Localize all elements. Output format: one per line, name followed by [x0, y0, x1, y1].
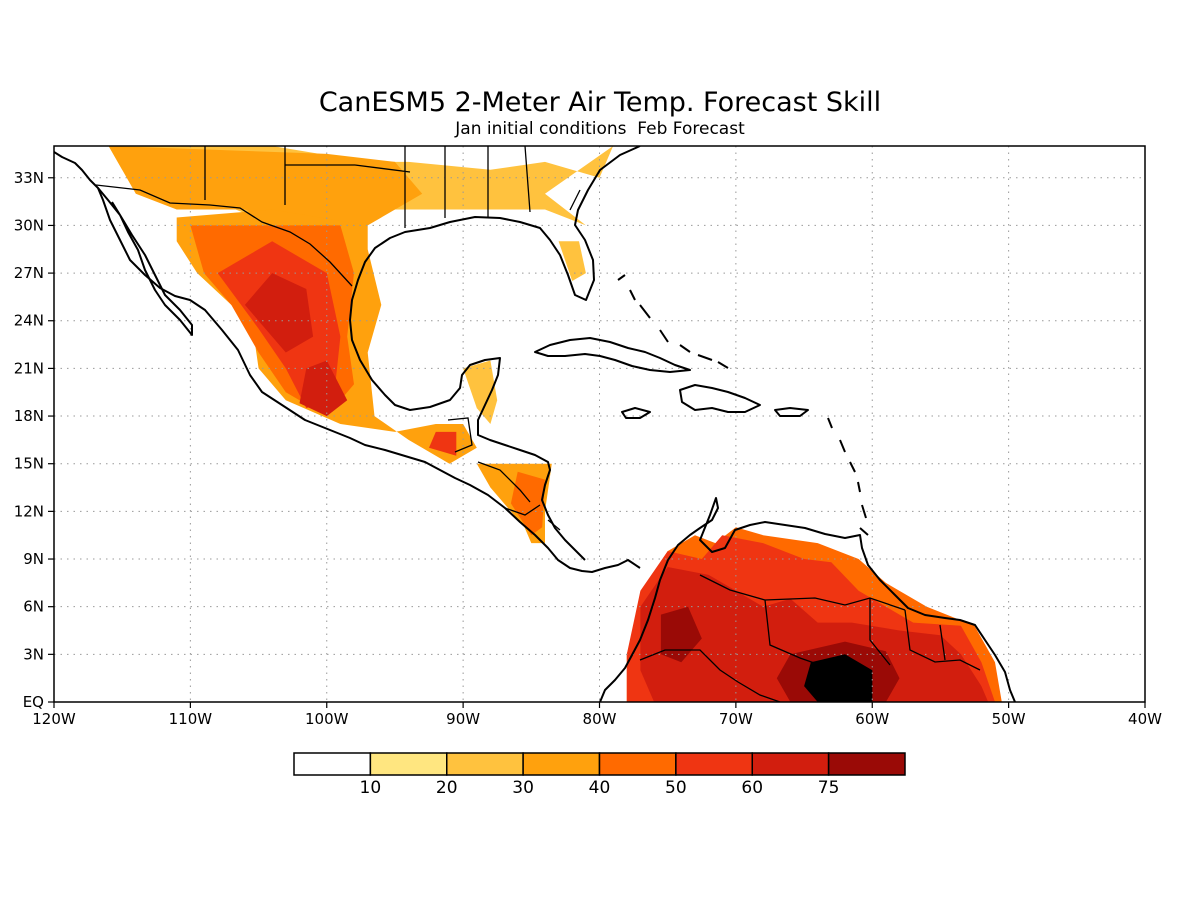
y-tick-label: 12N [14, 502, 44, 520]
map-subtitle: Jan initial conditions Feb Forecast [454, 119, 745, 139]
axis-ticks: 120W 110W 100W 90W 80W 70W 60W 50W 40W EQ 3N 6N 9N 12… [14, 169, 1162, 728]
coastline-baja [97, 187, 193, 336]
skill-region-13 [299, 360, 348, 417]
x-tick-label: 100W [305, 710, 349, 728]
border-central-america [447, 417, 561, 531]
y-tick-label: 24N [14, 312, 44, 330]
border-south-america [639, 574, 981, 702]
skill-region-17 [804, 654, 873, 702]
y-tick-label: 30N [14, 216, 44, 234]
coastline-cuba [534, 337, 691, 373]
skill-region-14 [640, 567, 989, 702]
plot-area [54, 146, 1145, 702]
x-tick-label: 120W [32, 710, 76, 728]
y-tick-label: 18N [14, 407, 44, 425]
y-tick-label: 21N [14, 359, 44, 377]
skill-region-7 [510, 471, 545, 536]
coastlines [54, 146, 1016, 702]
colorbar-label: 10 [360, 778, 382, 798]
map-title: CanESM5 2-Meter Air Temp. Forecast Skill [319, 87, 881, 118]
y-tick-label: 27N [14, 264, 44, 282]
y-tick-label: EQ [23, 693, 44, 711]
skill-region-1 [558, 241, 586, 281]
colorbar-label: 75 [818, 778, 840, 798]
colorbar: 10 20 30 40 50 60 75 [293, 752, 906, 798]
coastline-lesser-antilles [827, 417, 869, 536]
x-tick-label: 70W [719, 710, 753, 728]
x-tick-label: 110W [169, 710, 213, 728]
colorbar-label: 40 [589, 778, 611, 798]
colorbar-label: 30 [512, 778, 534, 798]
x-tick-label: 60W [855, 710, 889, 728]
skill-region-12 [244, 273, 314, 353]
colorbar-label: 60 [741, 778, 763, 798]
coastline-bahamas [617, 274, 729, 369]
border-us-states [204, 146, 581, 228]
colorbar-label: 20 [436, 778, 458, 798]
coastline-hispaniola [679, 384, 761, 413]
x-tick-label: 80W [583, 710, 617, 728]
political-borders [95, 146, 981, 702]
y-tick-label: 3N [23, 645, 44, 663]
coastline-jamaica [621, 407, 651, 419]
y-tick-label: 6N [23, 598, 44, 616]
skill-region-2 [463, 360, 498, 424]
skill-region-15 [660, 606, 702, 663]
coastline-south-america [599, 497, 1016, 702]
coastline-gulf-mexico [349, 146, 641, 561]
x-tick-label: 50W [992, 710, 1026, 728]
colorbar-swatch [827, 752, 906, 776]
colorbar-swatch [293, 752, 372, 776]
y-tick-label: 9N [23, 550, 44, 568]
colorbar-swatch [522, 752, 601, 776]
x-tick-label: 40W [1128, 710, 1162, 728]
y-tick-label: 33N [14, 169, 44, 187]
colorbar-swatch [369, 752, 448, 776]
skill-region-3 [108, 146, 423, 242]
x-tick-label: 90W [446, 710, 480, 728]
colorbar-swatch [751, 752, 830, 776]
colorbar-swatch [446, 752, 524, 776]
skill-region-10 [429, 431, 457, 456]
coastline-puerto-rico [774, 407, 809, 417]
coastline-mexico-usa [54, 151, 641, 573]
colorbar-label: 50 [665, 778, 687, 798]
y-tick-label: 15N [14, 455, 44, 473]
colorbar-swatch [675, 752, 753, 776]
border-usa-mexico [95, 184, 353, 287]
skill-shading [108, 146, 1002, 702]
colorbar-swatch [598, 752, 677, 776]
